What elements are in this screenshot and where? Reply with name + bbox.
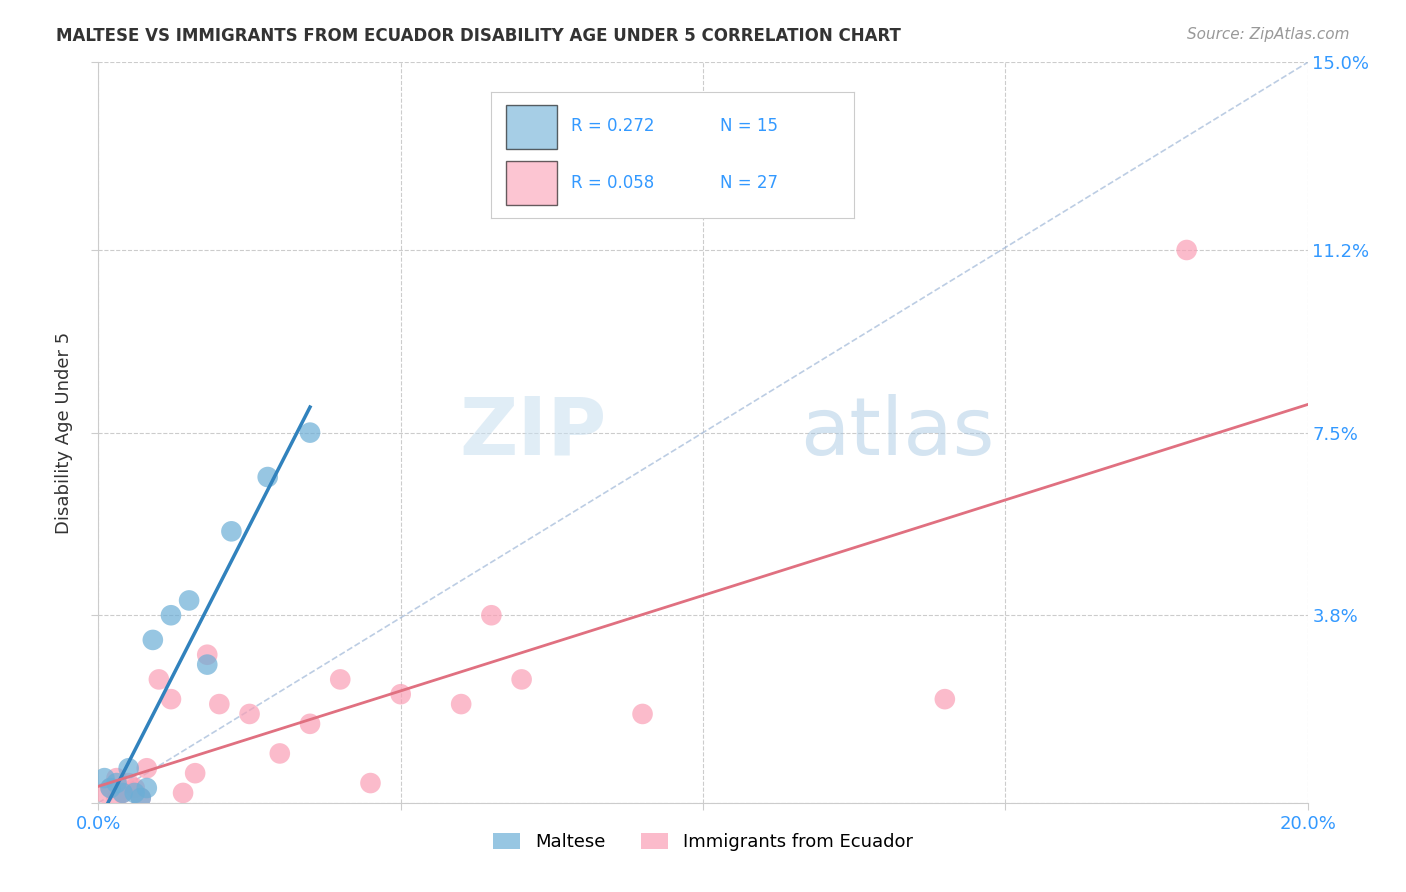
Point <box>105 771 128 785</box>
Point <box>510 673 533 687</box>
Point <box>124 786 146 800</box>
Point <box>208 697 231 711</box>
Point <box>1175 243 1198 257</box>
Text: Source: ZipAtlas.com: Source: ZipAtlas.com <box>1187 27 1350 42</box>
Point <box>184 766 207 780</box>
Point <box>481 608 503 623</box>
Point <box>135 780 157 795</box>
Text: MALTESE VS IMMIGRANTS FROM ECUADOR DISABILITY AGE UNDER 5 CORRELATION CHART: MALTESE VS IMMIGRANTS FROM ECUADOR DISAB… <box>56 27 901 45</box>
Point <box>934 692 956 706</box>
Point <box>100 780 122 795</box>
Point <box>124 780 146 795</box>
Point <box>389 687 412 701</box>
Point <box>93 786 115 800</box>
Point <box>118 761 141 775</box>
Text: atlas: atlas <box>800 393 994 472</box>
Point <box>269 747 291 761</box>
Point <box>299 716 322 731</box>
Point <box>135 761 157 775</box>
Point <box>160 692 183 706</box>
Point <box>256 470 278 484</box>
Point <box>360 776 382 790</box>
Point <box>239 706 262 721</box>
Point <box>631 706 654 721</box>
Text: ZIP: ZIP <box>458 393 606 472</box>
Point <box>195 648 218 662</box>
Point <box>105 790 128 805</box>
Point <box>160 608 183 623</box>
Legend: Maltese, Immigrants from Ecuador: Maltese, Immigrants from Ecuador <box>484 824 922 861</box>
Point <box>148 673 170 687</box>
Point <box>105 776 128 790</box>
Point <box>195 657 218 672</box>
Point <box>129 790 152 805</box>
Point <box>129 790 152 805</box>
Point <box>329 673 352 687</box>
Point <box>118 776 141 790</box>
Point <box>299 425 322 440</box>
Y-axis label: Disability Age Under 5: Disability Age Under 5 <box>55 332 73 533</box>
Point <box>142 632 165 647</box>
Point <box>111 786 134 800</box>
Point <box>100 780 122 795</box>
Point <box>179 593 201 607</box>
Point <box>93 771 115 785</box>
Point <box>221 524 243 539</box>
Point <box>111 786 134 800</box>
Point <box>450 697 472 711</box>
Point <box>172 786 194 800</box>
